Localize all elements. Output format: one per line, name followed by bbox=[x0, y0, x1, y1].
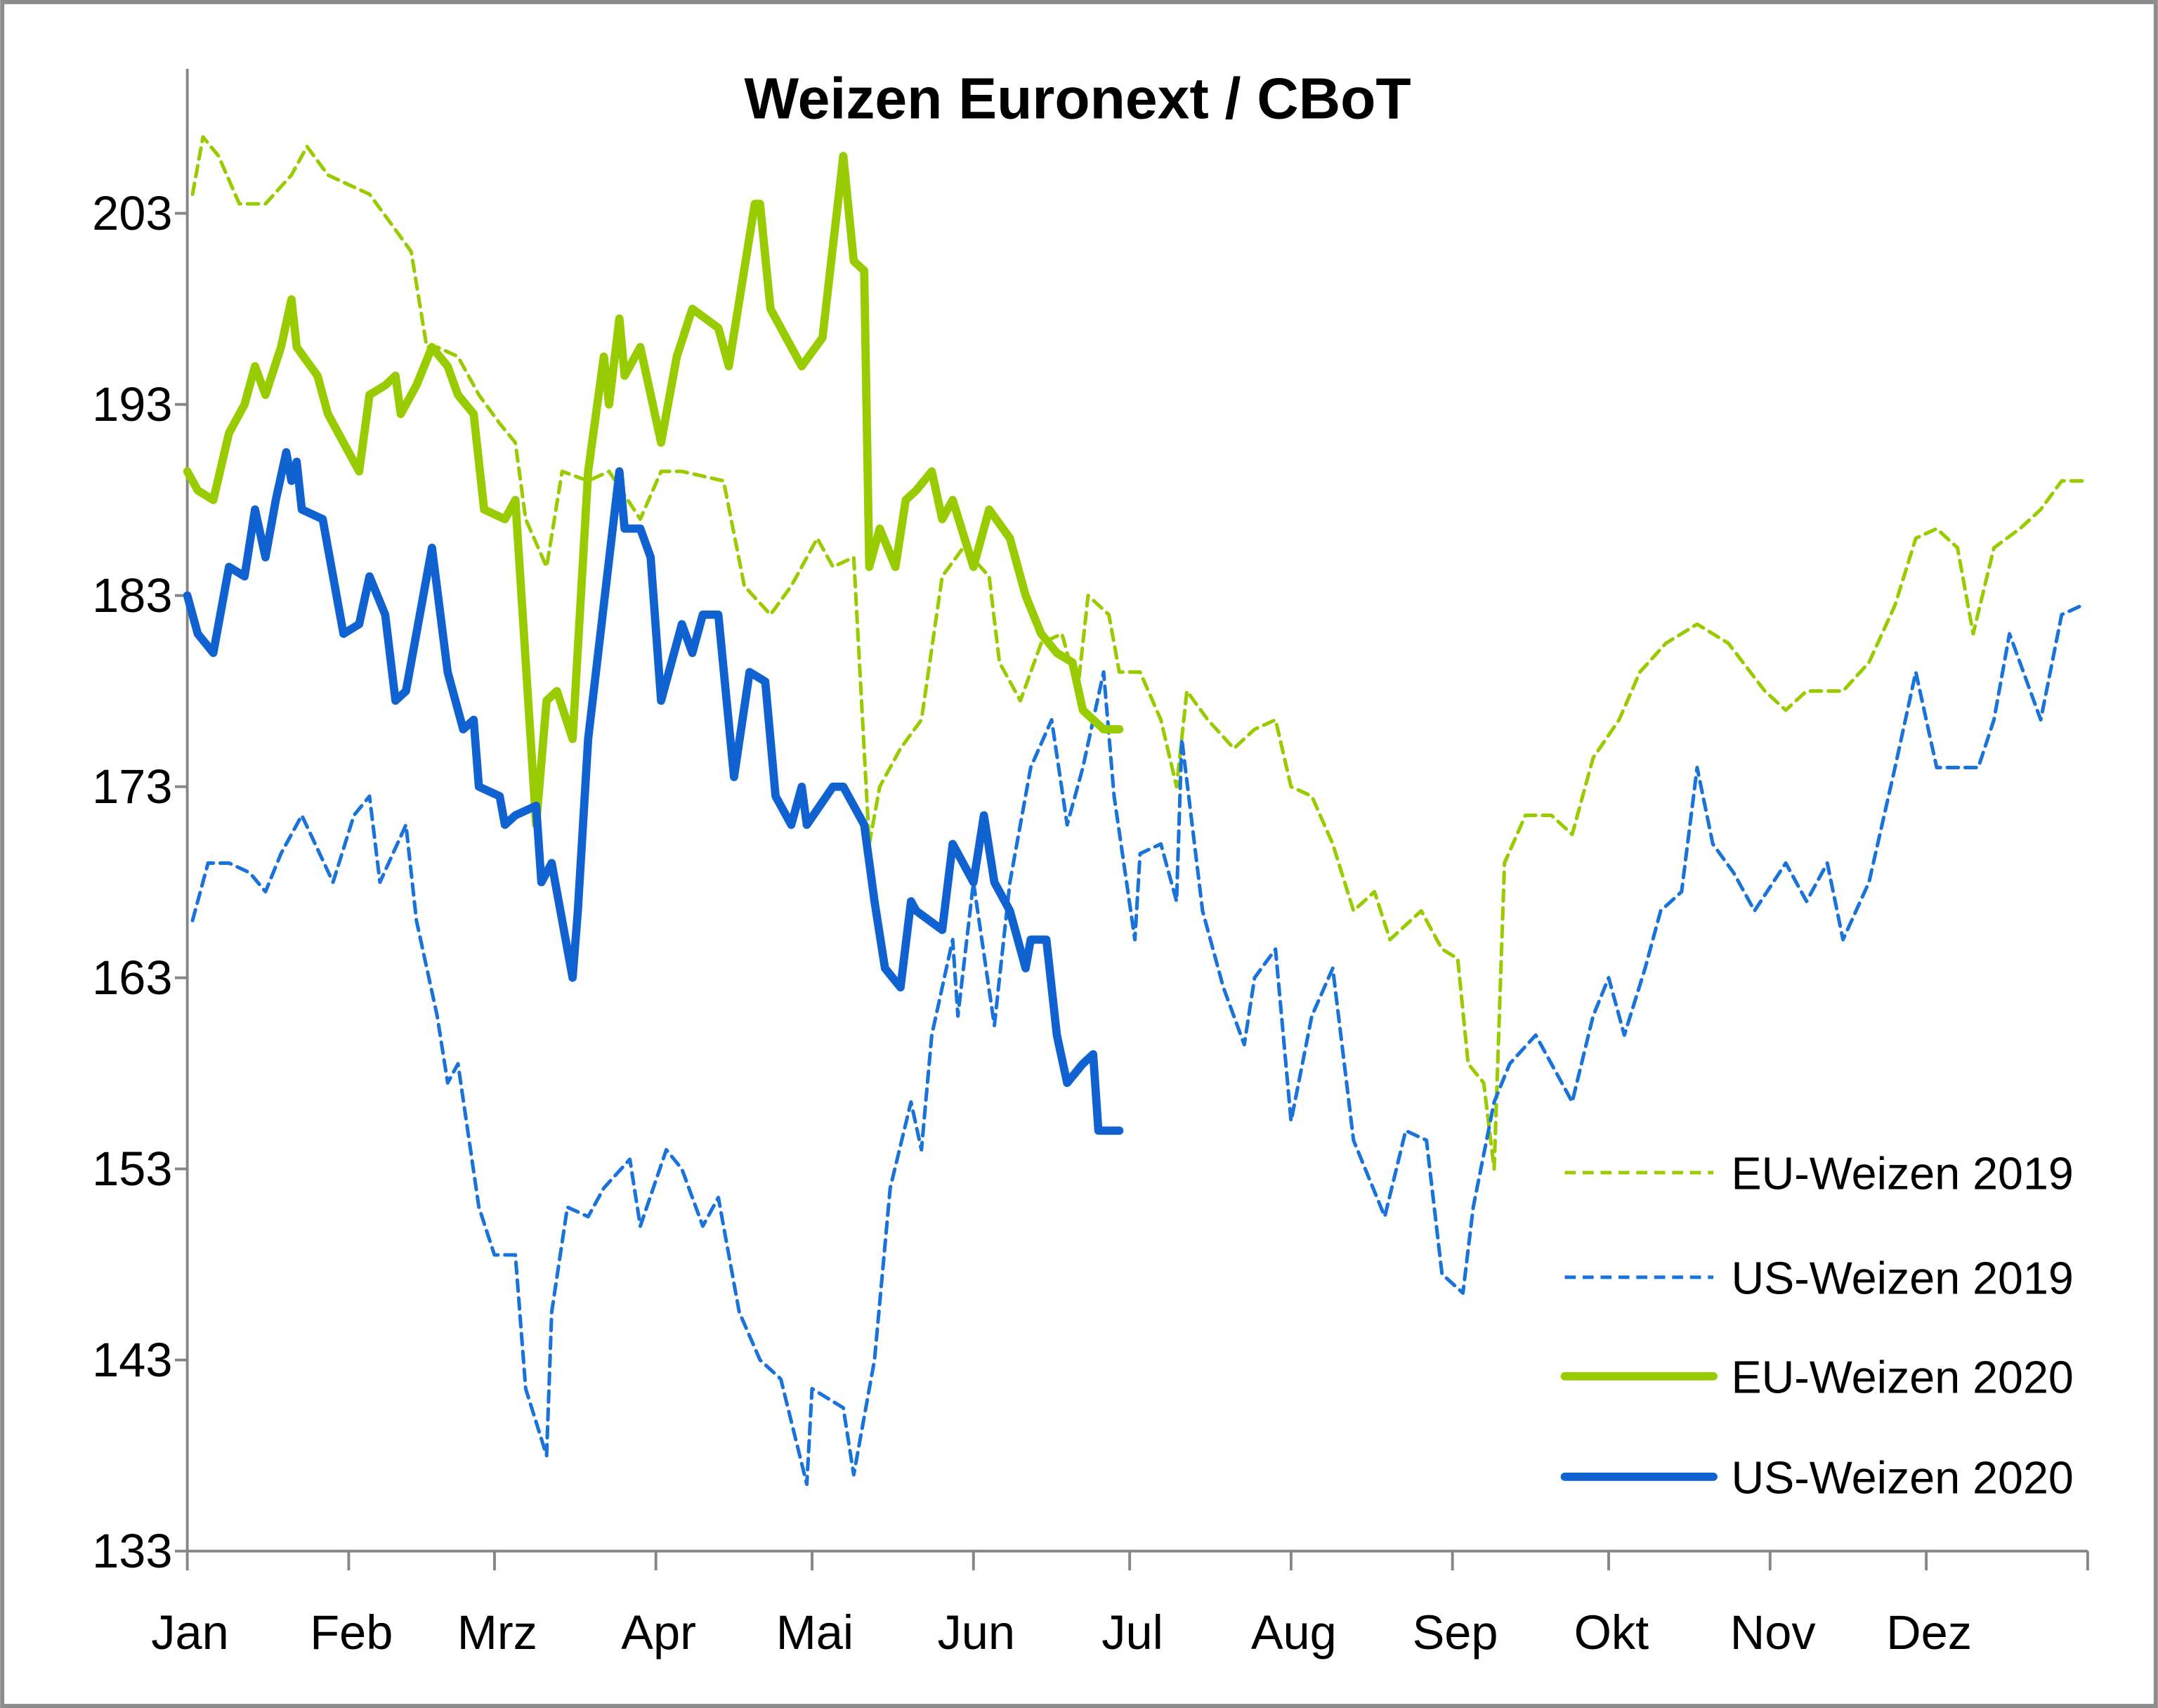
y-tick-label: 173 bbox=[92, 760, 172, 814]
x-tick-label: Sep bbox=[1413, 1605, 1498, 1660]
y-tick-label: 183 bbox=[92, 568, 172, 622]
legend-label: EU-Weizen 2019 bbox=[1732, 1147, 2074, 1199]
chart-title: Weizen Euronext / CBoT bbox=[744, 67, 1411, 131]
y-tick-label: 133 bbox=[92, 1524, 172, 1578]
legend-label: EU-Weizen 2020 bbox=[1732, 1351, 2074, 1402]
x-tick-label: Mai bbox=[776, 1605, 854, 1660]
legend-label: US-Weizen 2020 bbox=[1732, 1452, 2074, 1503]
y-tick-label: 163 bbox=[92, 951, 172, 1005]
y-tick-label: 143 bbox=[92, 1333, 172, 1387]
legend: EU-Weizen 2019 US-Weizen 2019 EU-Weizen 20… bbox=[1560, 1147, 2074, 1503]
x-tick-label: Dez bbox=[1886, 1605, 1972, 1660]
legend-label: US-Weizen 2019 bbox=[1732, 1252, 2074, 1303]
y-tick-label: 193 bbox=[92, 377, 172, 431]
y-tick-label: 203 bbox=[92, 186, 172, 240]
x-tick-label: Mrz bbox=[457, 1605, 537, 1660]
y-tick-label: 153 bbox=[92, 1142, 172, 1196]
series-line-eu-weizen-2020 bbox=[183, 152, 1124, 829]
series-line-eu-weizen-2019 bbox=[190, 135, 2084, 1171]
x-tick-label: Jan bbox=[151, 1605, 229, 1660]
x-tick-label: Jul bbox=[1101, 1605, 1163, 1660]
axes: 133 143 153 163 173 183 193 203 Jan Feb Mrz Apr Mai J… bbox=[92, 68, 2089, 1660]
x-tick-label: Feb bbox=[310, 1605, 393, 1660]
x-tick-label: Aug bbox=[1251, 1605, 1337, 1660]
x-tick-label: Jun bbox=[937, 1605, 1015, 1660]
series-line-us-weizen-2019 bbox=[190, 603, 2084, 1487]
series-line-us-weizen-2020 bbox=[183, 448, 1124, 1135]
x-tick-label: Nov bbox=[1730, 1605, 1817, 1660]
series-lines bbox=[183, 135, 2084, 1487]
x-tick-label: Okt bbox=[1574, 1605, 1649, 1660]
x-tick-label: Apr bbox=[621, 1605, 696, 1660]
